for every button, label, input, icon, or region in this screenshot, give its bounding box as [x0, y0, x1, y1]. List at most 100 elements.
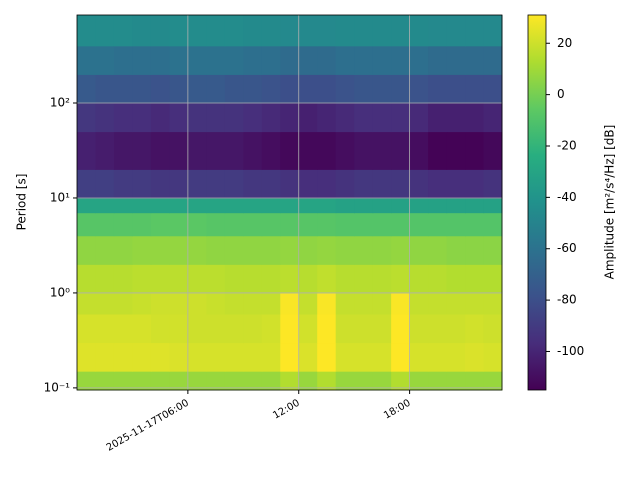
heatmap-cell	[465, 264, 485, 294]
heatmap-cell	[280, 313, 300, 344]
heatmap-cell	[354, 235, 374, 265]
heatmap-cell	[335, 131, 355, 170]
heatmap-cell	[113, 169, 133, 199]
heatmap-cell	[261, 371, 281, 391]
heatmap-cell	[113, 74, 133, 104]
heatmap-cell	[280, 212, 300, 237]
heatmap-cell	[354, 371, 374, 391]
y-axis-label: Period [s]	[15, 174, 29, 231]
heatmap-cell	[372, 45, 392, 75]
heatmap-cell	[446, 131, 466, 170]
heatmap-cell	[409, 103, 429, 133]
heatmap-cell	[95, 197, 115, 214]
heatmap-cell	[243, 264, 263, 294]
heatmap-cell	[280, 169, 300, 199]
heatmap-cell	[261, 74, 281, 104]
heatmap-cell	[446, 212, 466, 237]
heatmap-cell	[77, 313, 96, 344]
heatmap-cell	[354, 197, 374, 214]
heatmap-cell	[409, 264, 429, 294]
heatmap-cell	[372, 212, 392, 237]
heatmap-cell	[150, 197, 170, 214]
heatmap-cell	[391, 74, 411, 104]
heatmap-cell	[298, 74, 318, 104]
heatmap-cell	[77, 371, 96, 391]
heatmap-cell	[335, 212, 355, 237]
heatmap-cell	[409, 45, 429, 75]
heatmap-cell	[428, 264, 448, 294]
heatmap-cell	[280, 264, 300, 294]
heatmap-cell	[169, 169, 189, 199]
heatmap-cell	[113, 292, 133, 315]
heatmap-cell	[483, 197, 503, 214]
heatmap-cell	[317, 342, 337, 372]
heatmap-cell	[206, 15, 226, 47]
heatmap-cell	[243, 342, 263, 372]
heatmap-cell	[465, 342, 485, 372]
heatmap-cell	[317, 371, 337, 391]
heatmap-cell	[409, 342, 429, 372]
heatmap-cell	[354, 212, 374, 237]
heatmap-cell	[483, 313, 503, 344]
heatmap-cell	[446, 342, 466, 372]
heatmap-cell	[317, 169, 337, 199]
heatmap-cell	[95, 235, 115, 265]
heatmap-cell	[187, 74, 207, 104]
heatmap-cell	[150, 74, 170, 104]
colorbar-tick-label: -100	[557, 344, 584, 358]
heatmap-cell	[298, 342, 318, 372]
heatmap-cell	[150, 103, 170, 133]
heatmap-cell	[95, 371, 115, 391]
heatmap-cell	[113, 212, 133, 237]
heatmap-cell	[298, 15, 318, 47]
heatmap-cell	[206, 313, 226, 344]
heatmap-cell	[224, 235, 244, 265]
heatmap-cell	[113, 45, 133, 75]
colorbar-tick-label: -20	[557, 138, 577, 152]
heatmap-cell	[206, 371, 226, 391]
heatmap-cell	[372, 235, 392, 265]
heatmap-cell	[243, 169, 263, 199]
x-tick-label: 2025-11-17T06:00	[105, 398, 191, 454]
colorbar-tick-label: -60	[557, 241, 577, 255]
heatmap-cell	[483, 264, 503, 294]
heatmap-cell	[169, 371, 189, 391]
heatmap-cell	[298, 131, 318, 170]
heatmap-cell	[187, 212, 207, 237]
heatmap-cell	[224, 45, 244, 75]
heatmap-cell	[317, 313, 337, 344]
heatmap-cell	[243, 131, 263, 170]
heatmap-cell	[132, 342, 152, 372]
colorbar-tick-label: 0	[557, 87, 565, 101]
heatmap-cell	[206, 264, 226, 294]
heatmap-cell	[372, 313, 392, 344]
heatmap-cell	[354, 103, 374, 133]
heatmap-cell	[428, 131, 448, 170]
heatmap-cell	[298, 235, 318, 265]
heatmap-cell	[77, 131, 96, 170]
heatmap-cell	[317, 74, 337, 104]
heatmap-cell	[298, 169, 318, 199]
heatmap-cell	[261, 264, 281, 294]
heatmap-cell	[317, 292, 337, 315]
heatmap-cell	[428, 313, 448, 344]
heatmap-cell	[372, 169, 392, 199]
heatmap-cell	[132, 197, 152, 214]
colorbar-tick-label: -40	[557, 190, 577, 204]
heatmap-cell	[372, 342, 392, 372]
heatmap-cell	[446, 74, 466, 104]
heatmap-cell	[354, 15, 374, 47]
heatmap-cell	[206, 74, 226, 104]
heatmap-cell	[187, 292, 207, 315]
heatmap-cell	[465, 235, 485, 265]
heatmap-cell	[77, 45, 96, 75]
heatmap-cell	[280, 235, 300, 265]
heatmap-cell	[335, 371, 355, 391]
x-tick-label: 18:00	[382, 398, 412, 422]
heatmap-cell	[169, 264, 189, 294]
heatmap-cell	[169, 103, 189, 133]
heatmap-cell	[95, 292, 115, 315]
heatmap-cell	[391, 313, 411, 344]
heatmap-cell	[428, 197, 448, 214]
heatmap-cell	[465, 212, 485, 237]
